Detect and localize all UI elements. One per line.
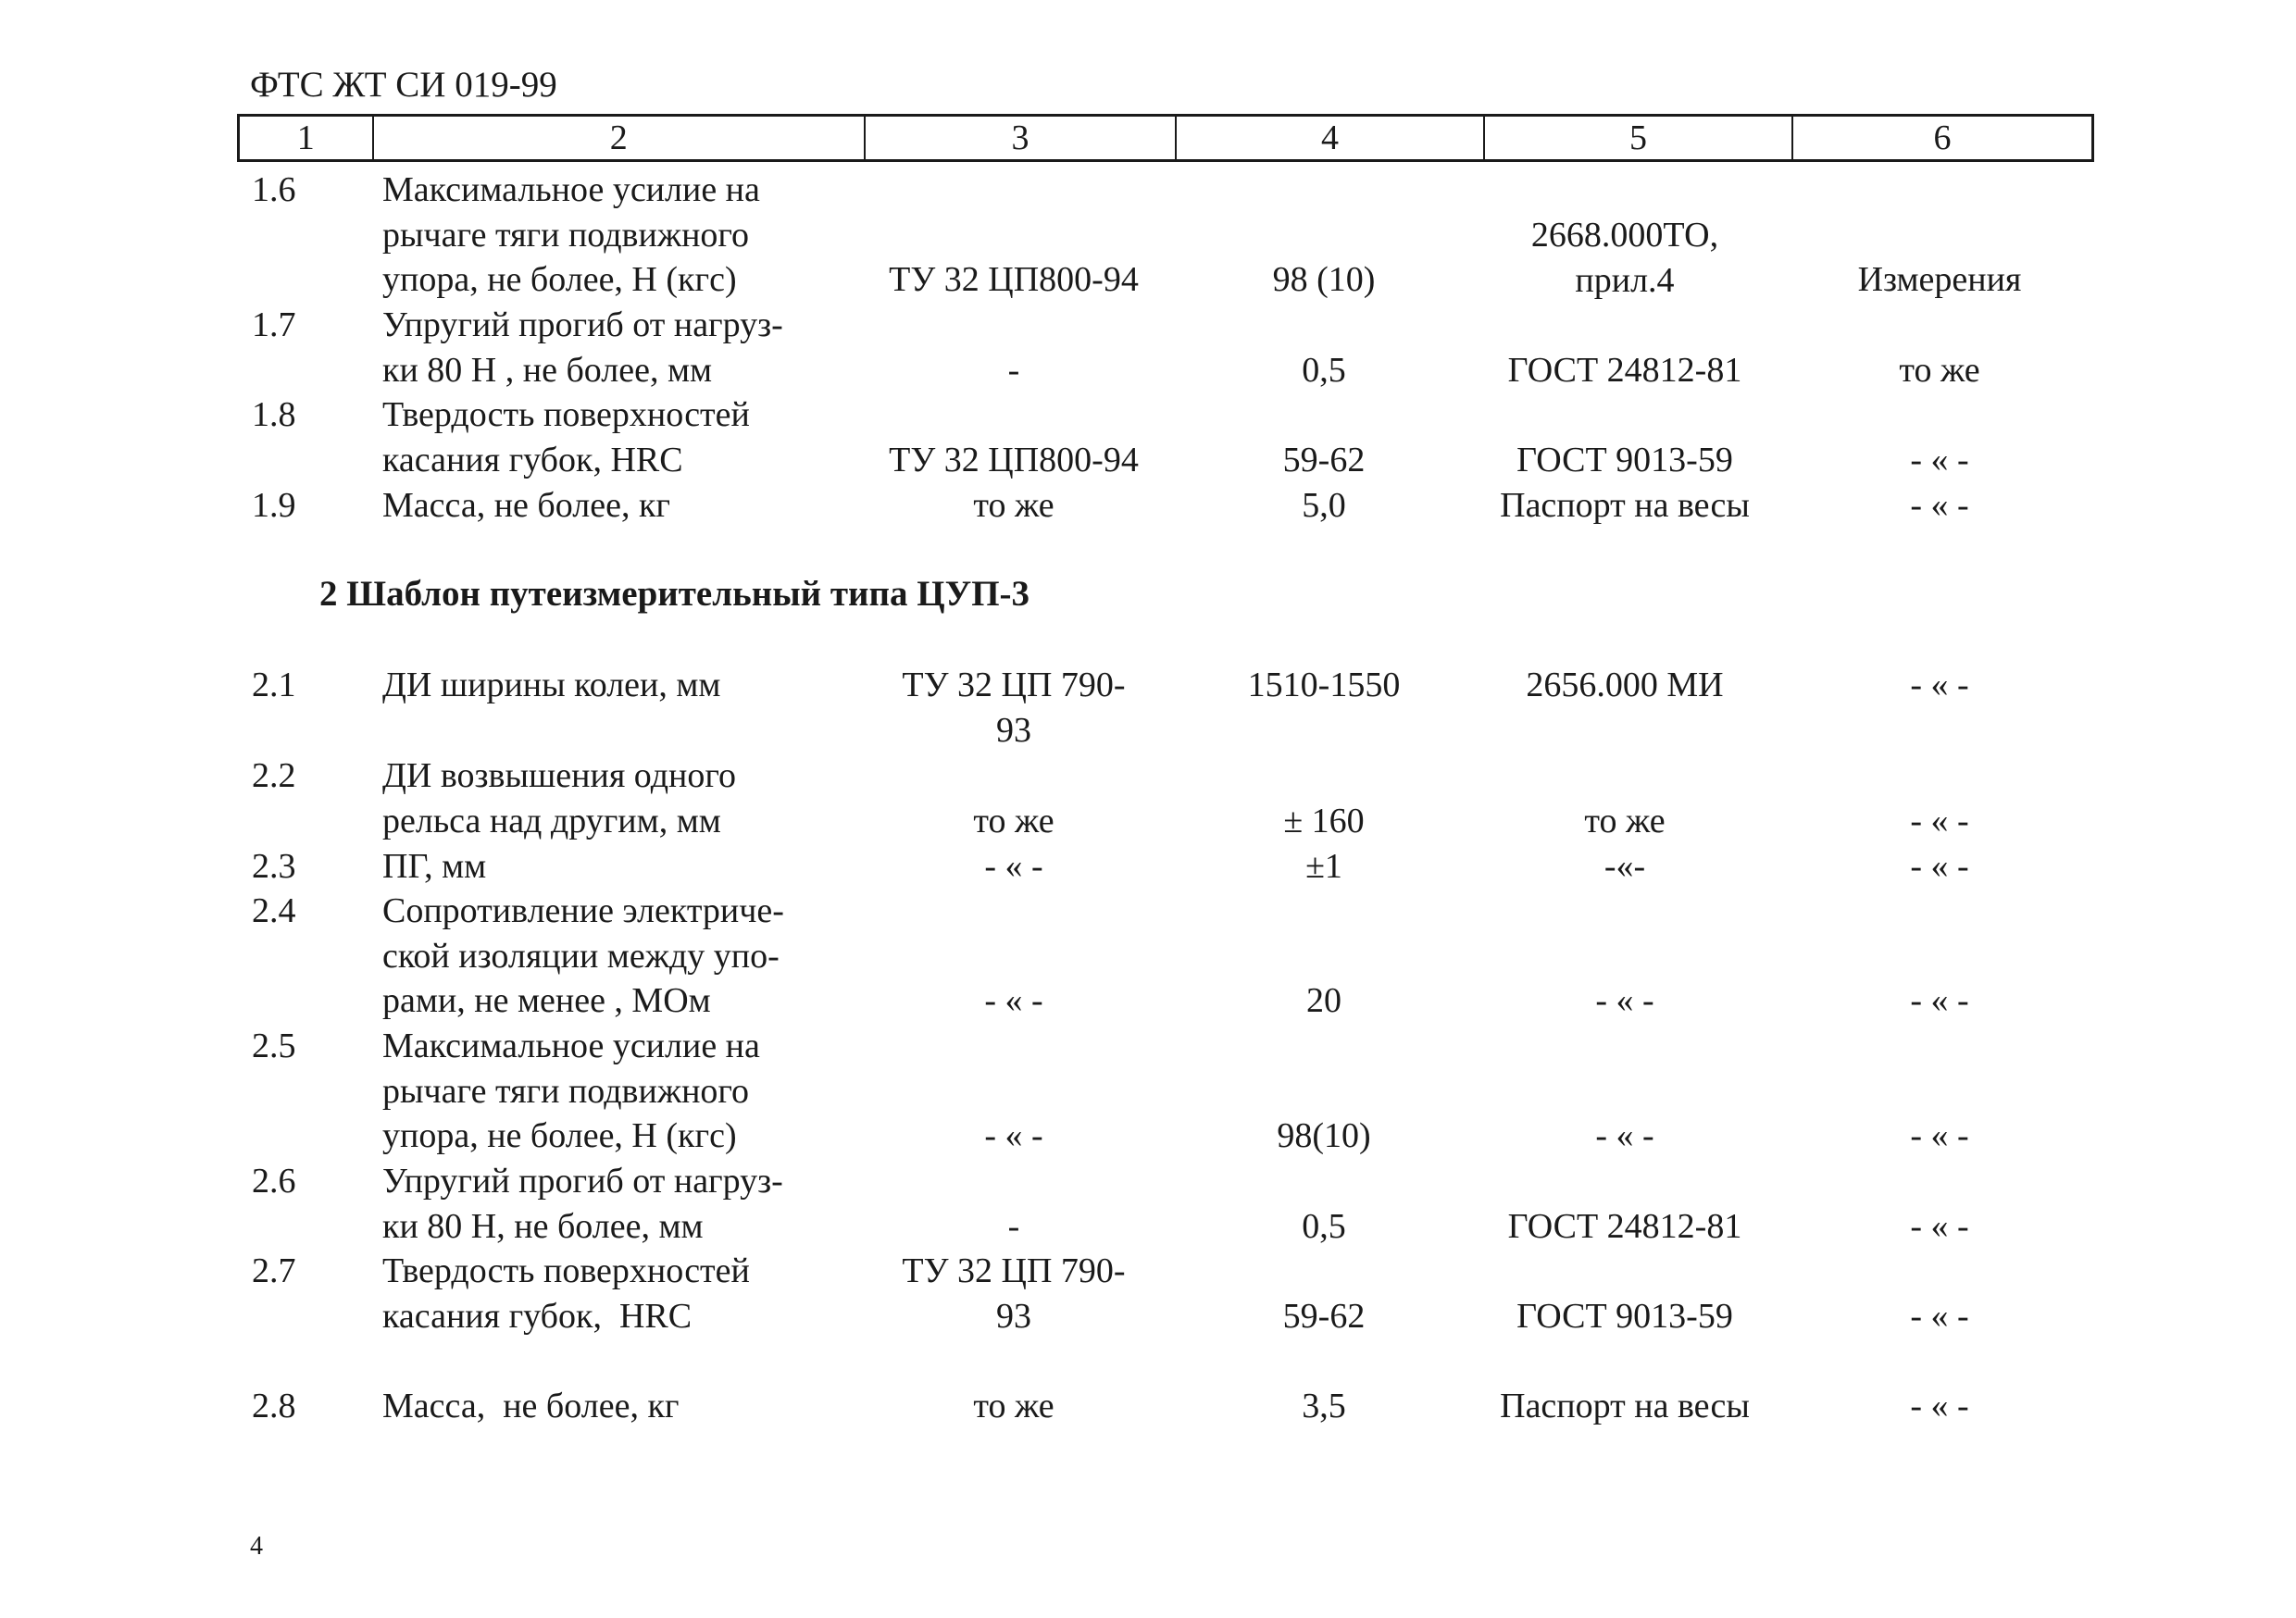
row-number: 1.6	[252, 170, 296, 209]
column-header-3: 3	[863, 117, 1175, 159]
verification-method: - « -	[1910, 802, 1969, 840]
parameter-name: ДИ возвышения одного рельса над другим, …	[382, 756, 737, 840]
normative-document: ТУ 32 ЦП 790- 93	[902, 1251, 1126, 1336]
row-number: 2.5	[252, 1027, 296, 1065]
parameter-value: ± 160	[1283, 802, 1365, 840]
row-number: 2.4	[252, 891, 296, 930]
row-number: 2.3	[252, 847, 296, 886]
normative-document: - « -	[984, 1116, 1043, 1155]
row-number: 1.7	[252, 305, 296, 344]
parameter-name: ДИ ширины колеи, мм	[382, 666, 721, 704]
document-header: ФТС ЖТ СИ 019-99	[250, 65, 557, 105]
normative-document: - « -	[984, 847, 1043, 886]
page-number: 4	[250, 1532, 263, 1561]
normative-document: - « -	[984, 981, 1043, 1020]
verification-method: - « -	[1910, 1207, 1969, 1246]
verification-method: - « -	[1910, 441, 1969, 479]
parameter-value: 3,5	[1302, 1387, 1346, 1425]
parameter-value: 59-62	[1282, 1297, 1366, 1336]
verification-document: - « -	[1595, 1116, 1654, 1155]
normative-document: ТУ 32 ЦП 790- 93	[902, 666, 1126, 750]
verification-document: ГОСТ 24812-81	[1507, 1207, 1742, 1246]
normative-document: -	[1007, 1207, 1020, 1246]
verification-document: - « -	[1595, 981, 1654, 1020]
verification-method: - « -	[1910, 486, 1969, 525]
verification-method: Измерения	[1857, 260, 2022, 299]
normative-document: ТУ 32 ЦП800-94	[889, 260, 1139, 299]
parameter-name: Упругий прогиб от нагруз- ки 80 Н , не б…	[382, 305, 783, 390]
verification-document: Паспорт на весы	[1500, 486, 1750, 525]
verification-method: - « -	[1910, 1116, 1969, 1155]
verification-document: 2656.000 МИ	[1526, 666, 1724, 704]
parameter-name: Масса, не более, кг	[382, 486, 670, 525]
parameter-name: Максимальное усилие на рычаге тяги подви…	[382, 1027, 760, 1155]
parameter-name: Сопротивление электриче- ской изоляции м…	[382, 891, 784, 1020]
verification-method: - « -	[1910, 1387, 1969, 1425]
column-header-5: 5	[1482, 117, 1791, 159]
column-header-row: 1 2 3 4 5 6	[237, 114, 2094, 162]
parameter-name: ПГ, мм	[382, 847, 487, 886]
normative-document: то же	[973, 1387, 1054, 1425]
section-title: 2 Шаблон путеизмерительный типа ЦУП-3	[319, 574, 1030, 614]
parameter-value: 1510-1550	[1247, 666, 1401, 704]
row-number: 1.8	[252, 395, 296, 434]
row-number: 2.6	[252, 1162, 296, 1201]
parameter-value: 5,0	[1302, 486, 1346, 525]
parameter-value: 98 (10)	[1272, 260, 1376, 299]
verification-document: 2668.000ТО, прил.4	[1530, 216, 1719, 300]
parameter-name: Максимальное усилие на рычаге тяги подви…	[382, 170, 760, 299]
column-header-2: 2	[371, 117, 864, 159]
verification-document: ГОСТ 9013-59	[1516, 1297, 1733, 1336]
parameter-name: Твердость поверхностей касания губок, HR…	[382, 395, 750, 479]
column-header-6: 6	[1791, 117, 2091, 159]
parameter-value: 59-62	[1282, 441, 1366, 479]
verification-document: то же	[1584, 802, 1666, 840]
verification-document: -«-	[1603, 847, 1646, 886]
parameter-value: 98(10)	[1277, 1116, 1371, 1155]
verification-document: Паспорт на весы	[1500, 1387, 1750, 1425]
column-header-4: 4	[1174, 117, 1483, 159]
verification-document: ГОСТ 24812-81	[1507, 351, 1742, 390]
row-number: 1.9	[252, 486, 296, 525]
row-number: 2.1	[252, 666, 296, 704]
parameter-name: Упругий прогиб от нагруз- ки 80 Н, не бо…	[382, 1162, 783, 1246]
verification-method: - « -	[1910, 666, 1969, 704]
parameter-value: 0,5	[1302, 351, 1346, 390]
column-header-1: 1	[296, 118, 315, 157]
normative-document: то же	[973, 802, 1054, 840]
row-number: 2.8	[252, 1387, 296, 1425]
normative-document: то же	[973, 486, 1054, 525]
row-number: 2.2	[252, 756, 296, 795]
parameter-name: Масса, не более, кг	[382, 1387, 680, 1425]
parameter-value: ±1	[1305, 847, 1342, 886]
row-number: 2.7	[252, 1251, 296, 1290]
parameter-name: Твердость поверхностей касания губок, HR…	[382, 1251, 750, 1336]
normative-document: ТУ 32 ЦП800-94	[889, 441, 1139, 479]
normative-document: -	[1007, 351, 1020, 390]
parameter-value: 0,5	[1302, 1207, 1346, 1246]
verification-method: - « -	[1910, 847, 1969, 886]
verification-method: - « -	[1910, 1297, 1969, 1336]
parameter-value: 20	[1306, 981, 1341, 1020]
verification-method: - « -	[1910, 981, 1969, 1020]
verification-document: ГОСТ 9013-59	[1516, 441, 1733, 479]
verification-method: то же	[1899, 351, 1980, 390]
